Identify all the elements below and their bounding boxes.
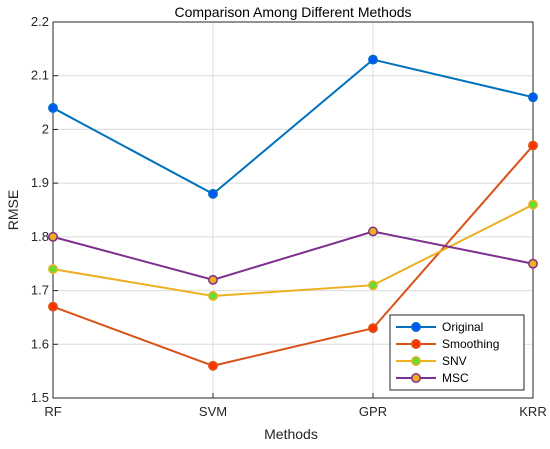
- data-point: [208, 290, 218, 301]
- series-line: [52, 230, 534, 281]
- series-smoothing: [48, 140, 538, 371]
- legend-swatch-marker: [411, 322, 421, 332]
- data-point: [208, 360, 218, 371]
- series-line: [52, 144, 534, 367]
- series-line: [52, 58, 534, 196]
- legend-swatch-marker: [411, 373, 421, 383]
- data-point: [208, 274, 218, 285]
- data-point: [368, 54, 378, 65]
- x-tick-label: RF: [44, 404, 61, 419]
- legend-label: SNV: [442, 354, 467, 368]
- y-tick-label: 1.7: [31, 283, 49, 298]
- data-point: [528, 199, 538, 210]
- legend-item: Smoothing: [396, 337, 499, 351]
- y-tick-label: 2: [42, 121, 49, 136]
- data-point: [368, 280, 378, 291]
- chart-title: Comparison Among Different Methods: [174, 4, 411, 20]
- y-tick-label: 1.5: [31, 390, 49, 405]
- legend-label: Original: [442, 320, 483, 334]
- series-line: [52, 203, 534, 297]
- y-tick-label: 2.2: [31, 14, 49, 29]
- series-msc: [48, 226, 538, 285]
- legend-item: MSC: [396, 371, 469, 385]
- data-point: [528, 258, 538, 269]
- x-axis-ticks: RF SVM GPR KRR: [44, 393, 547, 419]
- series-snv: [48, 199, 538, 301]
- data-point: [528, 140, 538, 151]
- plot-area: [52, 21, 534, 399]
- legend-item: SNV: [396, 354, 467, 368]
- data-point: [48, 102, 58, 113]
- x-axis-label: Methods: [264, 426, 318, 442]
- x-tick-label: GPR: [359, 404, 387, 419]
- y-tick-label: 1.6: [31, 336, 49, 351]
- data-point: [368, 323, 378, 334]
- y-axis-label: RMSE: [5, 190, 21, 230]
- data-point: [48, 301, 58, 312]
- legend-swatch-marker: [411, 339, 421, 349]
- data-point: [48, 231, 58, 242]
- data-point: [368, 226, 378, 237]
- series-lines: [48, 54, 538, 371]
- x-tick-label: SVM: [199, 404, 227, 419]
- legend-label: Smoothing: [442, 337, 499, 351]
- y-axis-ticks: 1.5 1.6 1.7 1.8 1.9 2 2.1 2.2: [31, 14, 58, 405]
- series-original: [48, 54, 538, 199]
- legend-item: Original: [396, 320, 483, 334]
- legend: Original Smoothing SNV MSC: [389, 314, 525, 391]
- x-tick-label: KRR: [519, 404, 546, 419]
- y-tick-label: 1.9: [31, 175, 49, 190]
- legend-swatch-marker: [411, 356, 421, 366]
- y-tick-label: 2.1: [31, 68, 49, 83]
- data-point: [48, 264, 58, 275]
- legend-label: MSC: [442, 371, 469, 385]
- data-point: [208, 188, 218, 199]
- y-tick-label: 1.8: [31, 229, 49, 244]
- data-point: [528, 92, 538, 103]
